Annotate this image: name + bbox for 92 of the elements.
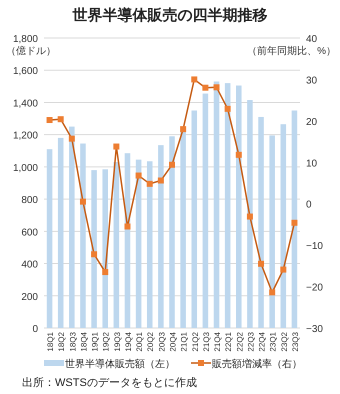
y-tick-label: 1,000 [12, 162, 38, 174]
x-tick-label: 22Q3 [246, 331, 256, 352]
y-tick-label: 1,200 [12, 130, 38, 142]
y2-tick-label: 30 [306, 75, 318, 86]
x-tick-label: 21Q4 [213, 331, 222, 352]
bar [136, 160, 142, 328]
bar [292, 110, 298, 328]
x-tick-label: 23Q3 [290, 331, 300, 352]
point [102, 269, 108, 276]
point [91, 251, 98, 258]
bar [224, 83, 230, 328]
x-tick-label: 18Q3 [68, 331, 78, 352]
bar [169, 136, 175, 328]
x-tick-label: 20Q4 [168, 331, 178, 352]
point [68, 136, 75, 142]
point [80, 198, 86, 205]
point [180, 126, 186, 132]
point [224, 106, 231, 112]
x-tick-label: 19Q2 [102, 331, 111, 352]
x-tick-label: 21Q2 [190, 331, 200, 352]
point [214, 84, 220, 90]
bar [258, 116, 264, 328]
x-tick-label: 23Q1 [268, 331, 278, 352]
point [169, 162, 175, 168]
y-tick-label: 1,800 [12, 34, 38, 45]
point [46, 117, 53, 124]
x-tick-label: 20Q2 [146, 331, 156, 352]
point [291, 220, 298, 226]
bar [280, 124, 286, 328]
point [236, 152, 242, 158]
point [258, 260, 264, 267]
x-tick-label: 22Q2 [235, 331, 244, 352]
y2-tick-label: 20 [306, 116, 318, 128]
point [124, 224, 130, 230]
point [191, 76, 198, 82]
x-tick-label: 20Q3 [157, 331, 166, 352]
bar [236, 86, 242, 328]
point [113, 144, 120, 150]
bar [124, 153, 130, 328]
x-tick-label: 22Q1 [224, 331, 234, 352]
bar [80, 144, 86, 328]
bar [69, 126, 75, 328]
x-tick-label: 23Q2 [280, 331, 289, 352]
bar [146, 161, 153, 328]
x-tick-label: 22Q4 [258, 331, 267, 352]
bar [269, 135, 275, 328]
y2-tick-label: −10 [306, 241, 324, 252]
bar [158, 145, 164, 328]
bar [46, 149, 52, 328]
text: 出所：WSTSのデータをもとに作成 [22, 376, 197, 389]
bar [247, 100, 253, 328]
point [246, 214, 253, 220]
y-tick-label: 600 [21, 227, 38, 238]
x-tick-label: 21Q1 [180, 331, 189, 352]
point [158, 178, 164, 184]
point [280, 266, 286, 273]
x-tick-label: 19Q3 [112, 331, 122, 352]
y-tick-label: 200 [21, 292, 38, 303]
y-tick-label: 1,400 [12, 98, 38, 110]
bar [214, 82, 220, 328]
x-tick-label: 18Q2 [57, 331, 66, 352]
bar [114, 162, 120, 328]
x-tick-label: 21Q3 [202, 331, 211, 352]
bar [91, 170, 97, 328]
y-tick-label: 1,600 [12, 66, 38, 78]
bar [202, 94, 208, 328]
point [146, 180, 153, 187]
chart-title: 世界半導体販売の四半期推移 [72, 6, 268, 24]
x-tick-label: 20Q1 [135, 331, 144, 352]
y-tick-label: 0 [32, 324, 38, 335]
point [202, 84, 208, 91]
y-axis-title: （億ドル） [6, 45, 56, 57]
y2-tick-label: 0 [306, 200, 312, 211]
x-tick-label: 18Q1 [46, 331, 56, 352]
y2-tick-label: 10 [306, 158, 318, 170]
y2-tick-label: −20 [306, 282, 324, 294]
y-tick-label: 400 [21, 260, 38, 271]
y2-tick-label: −30 [306, 324, 324, 335]
point [58, 116, 64, 122]
legend-label: 販売額増減率（右） [212, 358, 302, 370]
point [269, 289, 276, 296]
bar [58, 138, 64, 328]
x-tick-label: 18Q4 [79, 331, 88, 352]
bar [102, 169, 108, 328]
x-tick-label: 19Q1 [90, 331, 100, 352]
legend-label: 世界半導体販売額（左） [65, 358, 175, 370]
y-tick-label: 800 [21, 195, 38, 206]
y2-axis-title: （前年同期比、%） [247, 45, 336, 57]
x-tick-label: 19Q4 [124, 331, 133, 352]
y2-tick-label: 40 [306, 34, 318, 45]
bar [191, 110, 198, 328]
point [136, 172, 142, 179]
